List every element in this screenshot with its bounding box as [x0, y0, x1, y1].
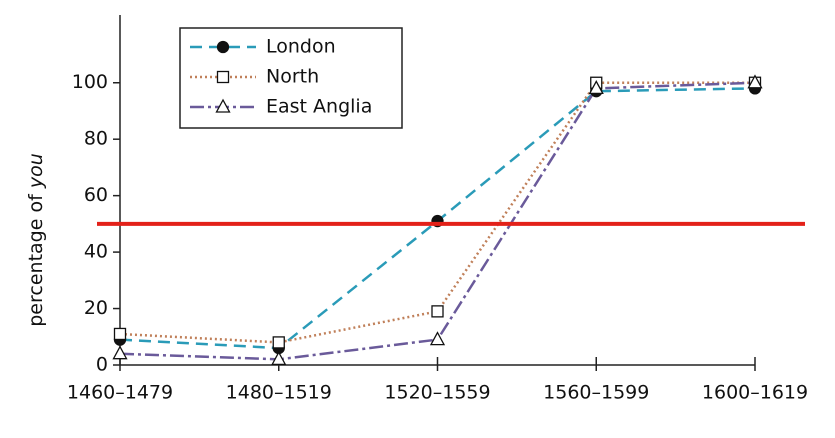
marker	[112, 345, 128, 360]
y-tick-label: 0	[96, 354, 108, 376]
y-tick-label: 60	[84, 184, 108, 206]
marker	[216, 40, 230, 54]
marker	[588, 80, 604, 95]
y-tick-label: 20	[84, 297, 108, 319]
x-tick-label: 1560–1599	[543, 382, 649, 404]
y-tick-label: 100	[72, 71, 108, 93]
x-tick-label: 1600–1619	[702, 382, 808, 404]
marker	[272, 336, 285, 349]
marker	[747, 74, 763, 89]
y-axis-label: percentage of you	[25, 153, 47, 327]
x-tick-label: 1520–1559	[384, 382, 490, 404]
legend-label: London	[266, 36, 336, 58]
legend-label: North	[266, 66, 319, 88]
marker	[215, 98, 231, 113]
y-label-emphasis: you	[25, 153, 47, 189]
legend: London North East Anglia	[179, 27, 403, 129]
marker	[431, 305, 444, 318]
y-tick-label: 80	[84, 128, 108, 150]
marker	[429, 331, 446, 346]
y-tick-label: 40	[84, 241, 108, 263]
x-tick-label: 1480–1519	[226, 382, 332, 404]
legend-label: East Anglia	[266, 96, 372, 118]
marker	[113, 327, 127, 341]
marker	[216, 70, 230, 84]
x-tick-label: 1460–1479	[67, 382, 173, 404]
marker	[271, 350, 287, 366]
y-label-text: percentage of	[25, 193, 47, 327]
